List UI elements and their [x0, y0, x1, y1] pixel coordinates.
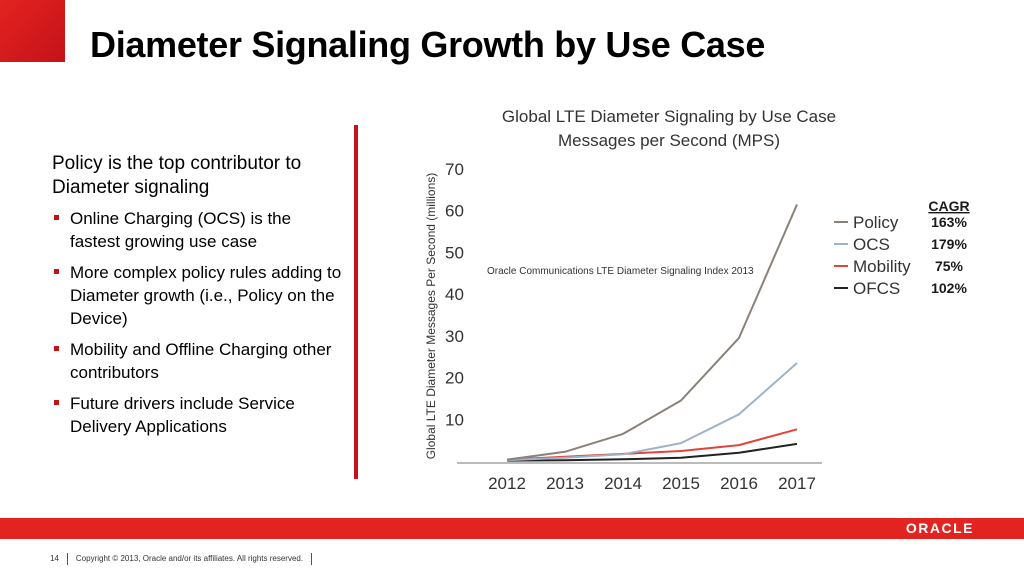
copyright-text: Copyright © 2013, Oracle and/or its affi… — [75, 554, 304, 564]
chart-annotation: Oracle Communications LTE Diameter Signa… — [487, 266, 754, 277]
footer: 14 Copyright © 2013, Oracle and/or its af… — [50, 553, 320, 565]
y-tick-label: 40 — [445, 285, 464, 304]
x-tick-label: 2017 — [778, 474, 816, 493]
bullet-square-icon — [54, 346, 59, 351]
line-chart: Global LTE Diameter Signaling by Use Cas… — [424, 107, 970, 493]
y-axis-label: Global LTE Diameter Messages Per Second … — [424, 173, 438, 460]
cagr-header: CAGR — [928, 198, 969, 214]
cagr-column: CAGR 163% 179% 75% 102% — [928, 198, 969, 296]
x-tick-label: 2016 — [720, 474, 758, 493]
x-tick-labels: 2012 2013 2014 2015 2016 2017 — [488, 474, 816, 493]
series-lines — [506, 204, 798, 462]
cagr-value: 163% — [931, 214, 967, 230]
y-tick-label: 10 — [445, 410, 464, 429]
legend-label: Policy — [853, 213, 899, 232]
y-tick-label: 70 — [445, 160, 464, 179]
x-tick-label: 2014 — [604, 474, 642, 493]
y-tick-labels: 10 20 30 40 50 60 70 — [445, 160, 464, 429]
x-tick-label: 2015 — [662, 474, 700, 493]
cagr-value: 179% — [931, 236, 967, 252]
bullet-square-icon — [54, 269, 59, 274]
slide-title: Diameter Signaling Growth by Use Case — [90, 24, 766, 65]
bullet-text: More complex policy rules adding to Diam… — [70, 263, 342, 328]
legend-label: Mobility — [853, 257, 911, 276]
chart-title: Global LTE Diameter Signaling by Use Cas… — [502, 107, 836, 126]
bullet-item: Mobility and Offline Charging other cont… — [52, 338, 342, 384]
header-accent-square — [0, 0, 65, 62]
vertical-divider — [354, 125, 358, 479]
oracle-logo: ORACLE — [905, 520, 974, 536]
legend-label: OFCS — [853, 279, 900, 298]
series-line-ocs — [506, 362, 798, 462]
bullet-text: Online Charging (OCS) is the fastest gro… — [70, 209, 292, 251]
bullet-item: Future drivers include Service Delivery … — [52, 392, 342, 438]
cagr-value: 102% — [931, 280, 967, 296]
series-line-ofcs — [506, 442, 798, 462]
bullet-square-icon — [54, 215, 59, 220]
bullet-text: Mobility and Offline Charging other cont… — [70, 340, 332, 382]
footer-separator — [311, 553, 313, 565]
footer-red-bar — [0, 518, 1024, 539]
cagr-value: 75% — [935, 258, 964, 274]
series-line-policy — [506, 204, 798, 461]
x-tick-label: 2012 — [488, 474, 526, 493]
lead-text: Policy is the top contributor to Diamete… — [52, 153, 302, 198]
bullet-list: Policy is the top contributor to Diamete… — [52, 152, 342, 446]
chart-subtitle: Messages per Second (MPS) — [558, 131, 780, 150]
series-line-mobility — [506, 428, 798, 461]
y-tick-label: 30 — [445, 327, 464, 346]
legend-label: OCS — [853, 235, 890, 254]
bullet-square-icon — [54, 400, 59, 405]
y-tick-label: 20 — [445, 369, 464, 388]
bullet-item: More complex policy rules adding to Diam… — [52, 261, 342, 330]
y-tick-label: 60 — [445, 202, 464, 221]
bullet-item: Online Charging (OCS) is the fastest gro… — [52, 207, 342, 253]
bullet-text: Future drivers include Service Delivery … — [70, 394, 295, 436]
legend: Policy OCS Mobility OFCS — [834, 213, 911, 298]
page-number: 14 — [50, 554, 59, 564]
y-tick-label: 50 — [445, 243, 464, 262]
footer-separator — [66, 553, 68, 565]
x-tick-label: 2013 — [546, 474, 584, 493]
